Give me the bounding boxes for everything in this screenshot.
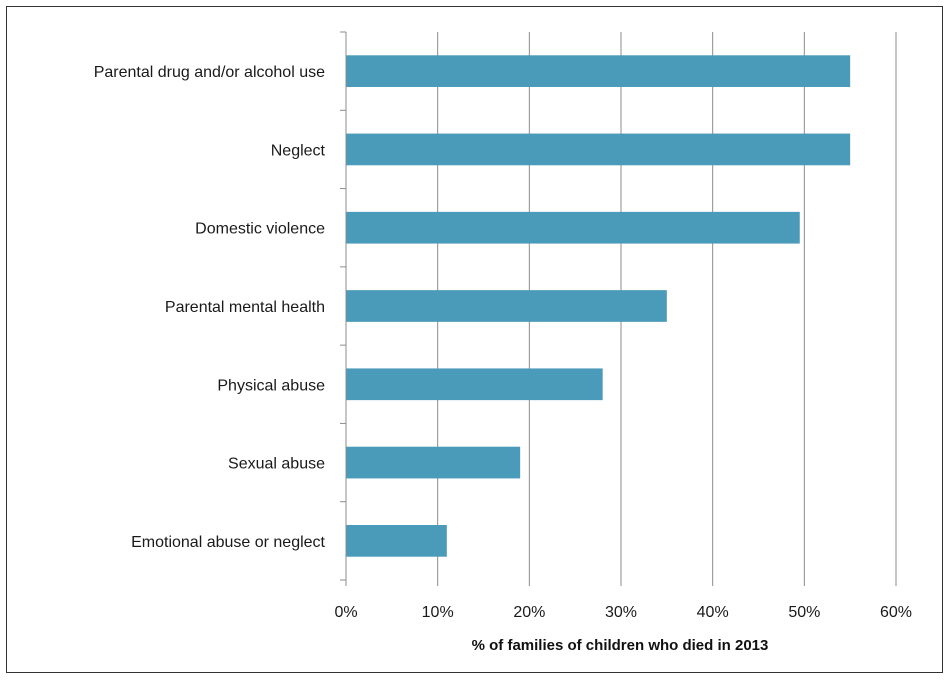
category-label: Domestic violence <box>195 221 325 238</box>
bar <box>346 446 521 479</box>
bar <box>346 525 447 557</box>
category-label: Neglect <box>271 142 326 159</box>
x-tick-labels: 0% 10% 20% 30% 40% 50% 60% <box>334 604 912 621</box>
bar <box>346 368 603 401</box>
x-tick-label: 20% <box>513 604 545 621</box>
x-tick-label: 50% <box>788 604 820 621</box>
category-label: Emotional abuse or neglect <box>131 534 325 551</box>
category-label: Sexual abuse <box>228 456 325 473</box>
bar <box>346 133 851 166</box>
bar <box>346 55 851 87</box>
bar <box>346 211 800 244</box>
y-axis <box>340 31 347 581</box>
bars <box>346 55 851 557</box>
category-label: Parental mental health <box>165 299 325 316</box>
category-label: Parental drug and/or alcohol use <box>94 64 325 81</box>
category-label: Physical abuse <box>217 377 325 394</box>
x-tick-label: 0% <box>334 604 357 621</box>
x-tick-label: 60% <box>880 604 912 621</box>
x-axis-title: % of families of children who died in 20… <box>472 637 769 654</box>
chart-frame <box>6 6 943 673</box>
x-tick-label: 10% <box>422 604 454 621</box>
bar <box>346 290 667 322</box>
category-labels: Parental drug and/or alcohol use Neglect D… <box>94 64 326 551</box>
x-tick-label: 40% <box>697 604 729 621</box>
x-tick-label: 30% <box>605 604 637 621</box>
